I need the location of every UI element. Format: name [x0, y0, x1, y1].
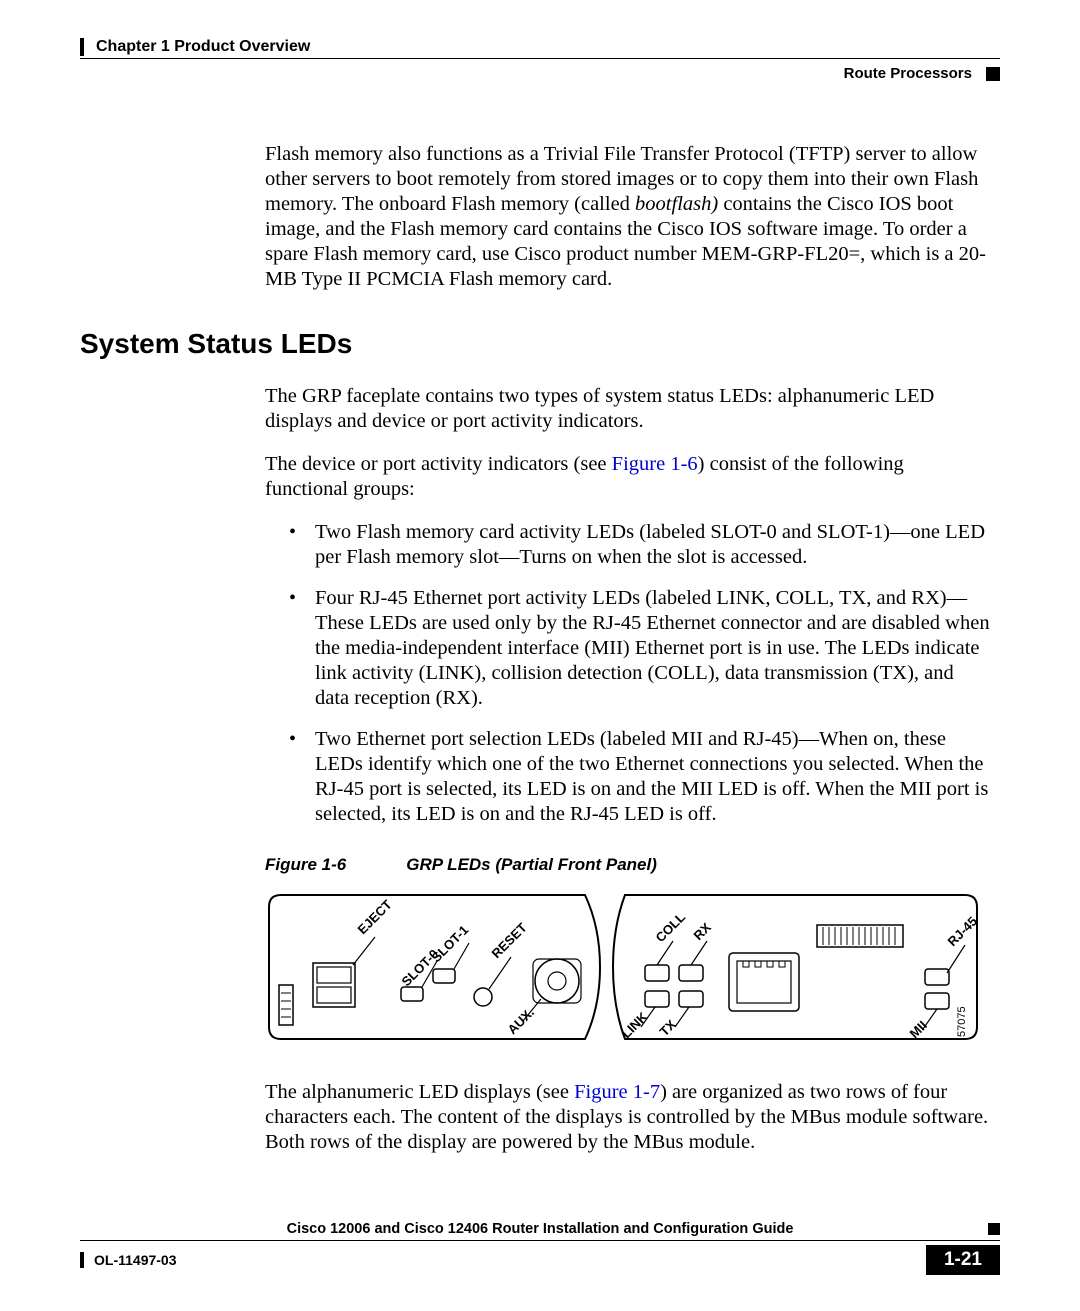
label-mii: MII [907, 1018, 930, 1041]
footer-guide-title: Cisco 12006 and Cisco 12406 Router Insta… [80, 1221, 1000, 1237]
section-marker-icon [986, 67, 1000, 81]
paragraph-activity-indicators: The device or port activity indicators (… [265, 452, 990, 502]
label-coll: COLL [653, 909, 689, 945]
body-content: Flash memory also functions as a Trivial… [265, 142, 990, 292]
page-number-badge: 1-21 [926, 1245, 1000, 1275]
figure-1-7-link[interactable]: Figure 1-7 [574, 1081, 660, 1103]
label-eject: EJECT [355, 897, 395, 937]
section-label: Route Processors [844, 65, 972, 82]
page-footer: Cisco 12006 and Cisco 12406 Router Insta… [80, 1221, 1000, 1275]
para4-text-a: The alphanumeric LED displays (see [265, 1081, 574, 1103]
label-slot1: SLOT-1 [429, 922, 472, 965]
figure-id: 57075 [956, 1006, 968, 1037]
chapter-label: Chapter 1 Product Overview [96, 38, 310, 56]
label-tx: TX [657, 1017, 680, 1040]
bullet-list: Two Flash memory card activity LEDs (lab… [289, 520, 990, 827]
bullet-item: Two Ethernet port selection LEDs (labele… [289, 727, 990, 827]
page-header: Chapter 1 Product Overview [80, 38, 1000, 59]
footer-bar-icon [80, 1252, 84, 1268]
footer-rule [80, 1240, 1000, 1241]
label-rj45: RJ-45 [945, 913, 981, 949]
footer-marker-icon [988, 1223, 1000, 1235]
figure-1-6-link[interactable]: Figure 1-6 [612, 453, 698, 475]
paragraph-faceplate: The GRP faceplate contains two types of … [265, 384, 990, 434]
header-bar-icon [80, 38, 84, 56]
paragraph-alphanumeric-displays: The alphanumeric LED displays (see Figur… [265, 1080, 990, 1155]
footer-left: OL-11497-03 [80, 1252, 177, 1268]
figure-caption: Figure 1-6 GRP LEDs (Partial Front Panel) [265, 855, 990, 875]
figure-number: Figure 1-6 [265, 855, 346, 874]
label-rx: RX [691, 920, 715, 944]
bullet-item: Four RJ-45 Ethernet port activity LEDs (… [289, 586, 990, 711]
para1-italic: bootflash) [635, 193, 718, 215]
figure-title: GRP LEDs (Partial Front Panel) [406, 855, 657, 874]
label-link: LINK [619, 1009, 651, 1041]
section-header: Route Processors [80, 65, 1000, 82]
bullet-item: Two Flash memory card activity LEDs (lab… [289, 520, 990, 570]
figure-1-6: EJECT SLOT-0 SLOT-1 RESET AUX. [265, 887, 990, 1052]
doc-number: OL-11497-03 [94, 1252, 177, 1268]
heading-system-status-leds: System Status LEDs [80, 328, 1000, 360]
label-reset: RESET [489, 920, 530, 961]
para3-text-a: The device or port activity indicators (… [265, 453, 612, 475]
paragraph-flash-memory: Flash memory also functions as a Trivial… [265, 142, 990, 292]
section-body: The GRP faceplate contains two types of … [265, 384, 990, 1155]
